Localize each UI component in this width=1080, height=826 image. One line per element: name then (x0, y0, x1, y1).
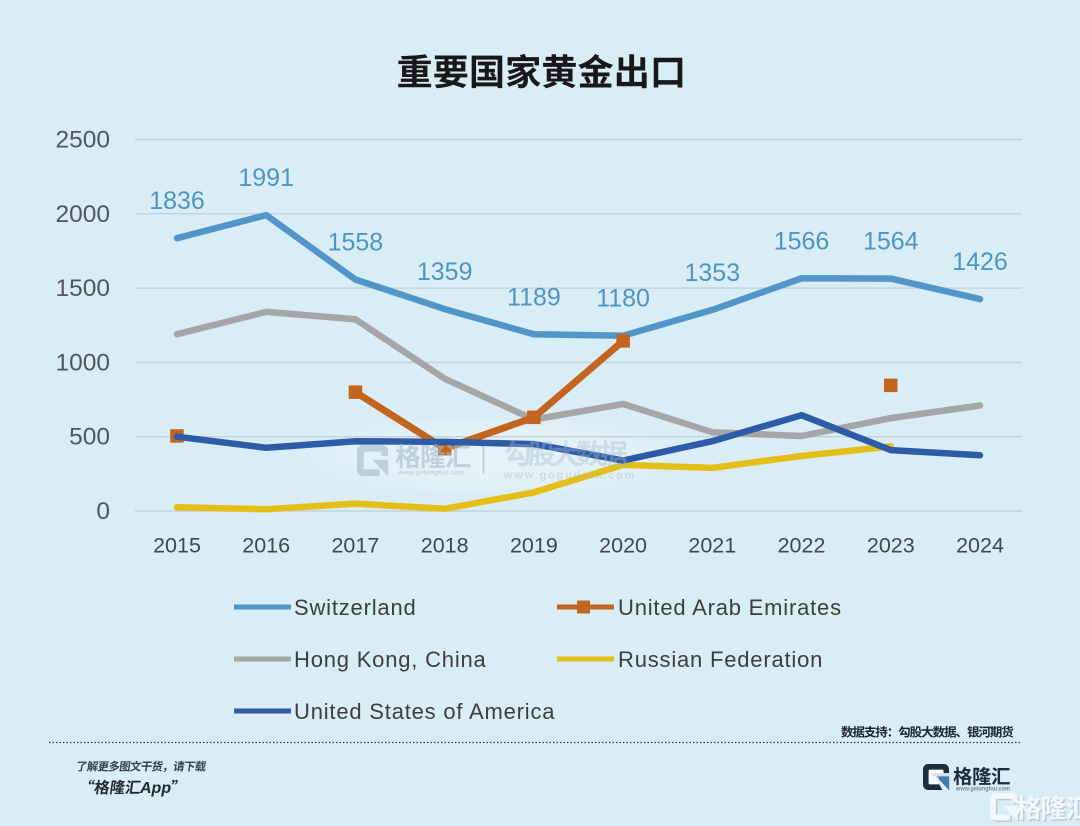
svg-text:United States of America: United States of America (294, 699, 555, 724)
svg-text:1500: 1500 (55, 275, 110, 302)
svg-text:1836: 1836 (149, 187, 205, 215)
svg-text:www.gelonghui.com: www.gelonghui.com (955, 787, 1010, 793)
svg-text:2022: 2022 (778, 534, 826, 558)
svg-text:1000: 1000 (55, 349, 110, 376)
svg-text:1566: 1566 (774, 227, 830, 255)
svg-text:Russian Federation: Russian Federation (618, 647, 823, 672)
svg-text:2015: 2015 (153, 534, 201, 558)
svg-text:2020: 2020 (599, 534, 647, 558)
svg-text:Hong Kong, China: Hong Kong, China (294, 647, 487, 672)
svg-text:500: 500 (69, 424, 110, 451)
svg-text:1180: 1180 (596, 285, 650, 313)
svg-text:App: App (139, 780, 171, 797)
svg-text:1558: 1558 (328, 229, 384, 257)
svg-text:2000: 2000 (55, 201, 110, 228)
svg-text:0: 0 (96, 498, 110, 525)
svg-text:Switzerland: Switzerland (294, 595, 417, 620)
svg-text:2021: 2021 (688, 534, 736, 558)
svg-text:2023: 2023 (867, 534, 915, 558)
svg-text:2017: 2017 (331, 534, 379, 558)
svg-text:2500: 2500 (55, 127, 110, 154)
svg-text:1353: 1353 (684, 259, 740, 287)
svg-text:1189: 1189 (507, 283, 561, 311)
svg-text:2024: 2024 (956, 534, 1004, 558)
svg-text:1426: 1426 (952, 248, 1008, 276)
svg-text:United Arab Emirates: United Arab Emirates (618, 595, 842, 620)
svg-text:www.gogudata.com: www.gogudata.com (503, 470, 636, 482)
svg-text:2016: 2016 (242, 534, 290, 558)
svg-text:1564: 1564 (863, 228, 919, 256)
svg-text:1991: 1991 (238, 164, 294, 192)
svg-text:2018: 2018 (421, 534, 469, 558)
svg-text:1359: 1359 (417, 258, 473, 286)
svg-text:www.gelonghui.com: www.gelonghui.com (397, 470, 464, 477)
svg-text:2019: 2019 (510, 534, 558, 558)
